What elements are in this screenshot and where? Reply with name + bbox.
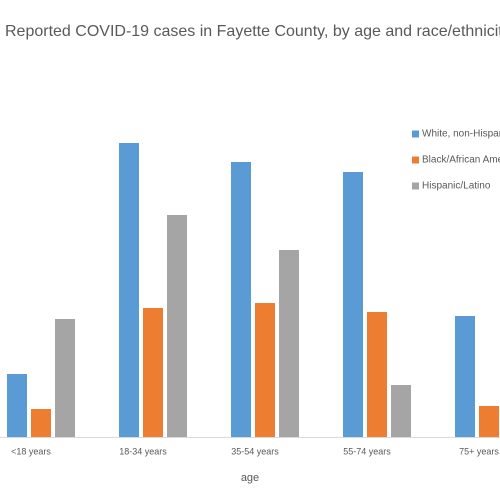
bar [167, 215, 187, 437]
x-tick-label: 35-54 years [231, 446, 279, 456]
bar [343, 172, 363, 437]
bar [367, 312, 387, 437]
x-axis-label: age [241, 472, 259, 484]
bar [455, 316, 475, 437]
x-tick-label: 75+ years [459, 446, 499, 456]
bar [31, 409, 51, 437]
bar [479, 406, 499, 437]
bar [119, 143, 139, 437]
bar [231, 162, 251, 437]
legend-swatch [412, 130, 419, 138]
bar [55, 319, 75, 437]
bar [7, 374, 27, 437]
bar [279, 250, 299, 437]
legend-label: Hispanic/Latino [422, 181, 491, 192]
bar [391, 385, 411, 437]
x-tick-label: <18 years [11, 446, 51, 456]
bar [143, 308, 163, 437]
x-tick-label: 55-74 years [343, 446, 391, 456]
legend-swatch [412, 182, 419, 190]
legend-swatch [412, 156, 419, 164]
x-tick-label: 18-34 years [119, 446, 167, 456]
bar [255, 303, 275, 437]
legend-label: Black/African Ame [422, 155, 500, 166]
chart-title: Reported COVID-19 cases in Fayette Count… [5, 23, 500, 40]
legend-label: White, non-Hispan [422, 129, 500, 140]
